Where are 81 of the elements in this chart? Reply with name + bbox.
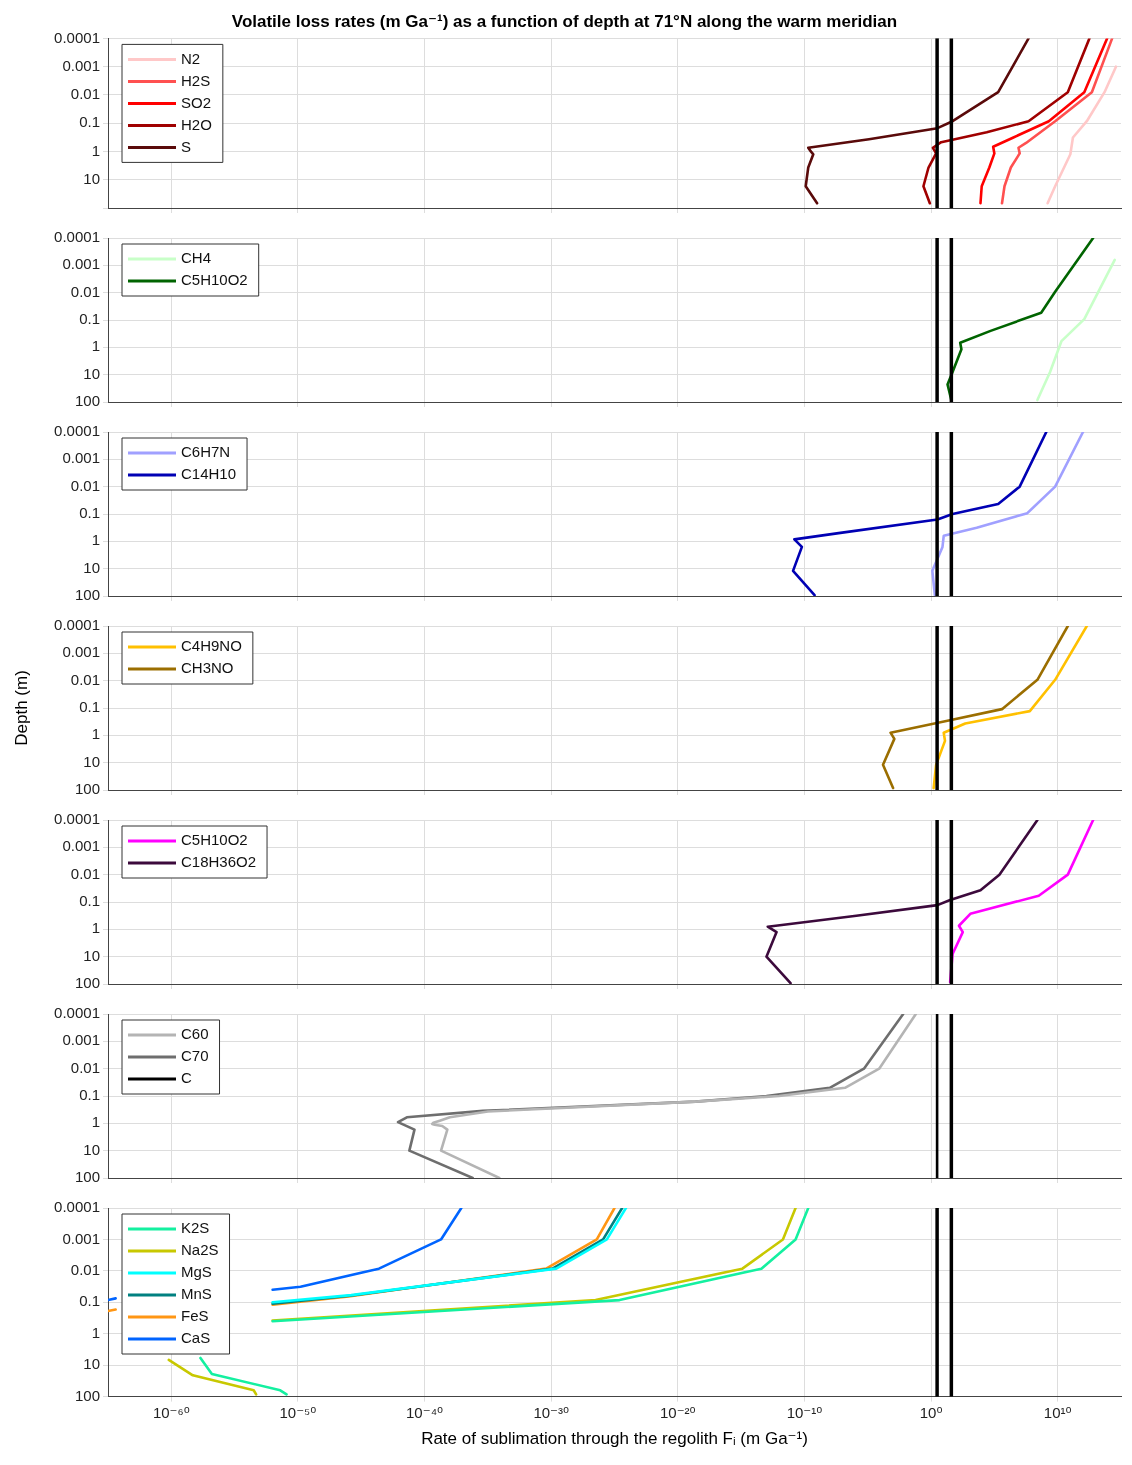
- y-tick-label: 0.001: [62, 1229, 100, 1247]
- x-tick-label: 10¹⁰: [1043, 1403, 1072, 1421]
- x-tick-label: 10⁻¹⁰: [786, 1403, 823, 1421]
- y-tick-label: 0.0001: [54, 422, 100, 440]
- y-tick-label: 0.0001: [54, 28, 100, 46]
- legend-label: C18H36O2: [181, 853, 257, 871]
- y-tick-label: 100: [74, 1168, 100, 1186]
- legend-label: CH4: [181, 249, 212, 267]
- legend-label: C4H9NO: [181, 637, 242, 655]
- y-tick-label: 0.1: [79, 310, 100, 328]
- legend-label: C6H7N: [181, 443, 231, 461]
- y-tick-label: 0.01: [70, 670, 100, 688]
- y-tick-label: 0.1: [79, 892, 100, 910]
- x-tick-label: 10⁰: [919, 1403, 943, 1421]
- y-tick-label: 0.0001: [54, 228, 100, 246]
- legend-label: H2O: [181, 115, 212, 133]
- y-tick-label: 0.1: [79, 504, 100, 522]
- y-tick-label: 10: [83, 364, 100, 382]
- y-tick-label: 10: [83, 1355, 100, 1373]
- y-tick-label: 0.01: [70, 1058, 100, 1076]
- y-tick-label: 10: [83, 1140, 100, 1158]
- y-tick-label: 1: [91, 141, 100, 159]
- y-tick-label: 1: [91, 919, 100, 937]
- y-tick-label: 1: [91, 1323, 100, 1341]
- legend-label: MgS: [181, 1263, 212, 1281]
- y-tick-label: 0.01: [70, 1261, 100, 1279]
- y-tick-label: 100: [74, 586, 100, 604]
- y-tick-label: 0.0001: [54, 1004, 100, 1022]
- legend-label: C70: [181, 1047, 209, 1065]
- y-tick-label: 10: [83, 752, 100, 770]
- y-tick-label: 0.01: [70, 85, 100, 103]
- x-tick-label: 10⁻²⁰: [660, 1403, 696, 1421]
- y-tick-label: 1: [91, 531, 100, 549]
- y-tick-label: 100: [74, 1386, 100, 1404]
- legend-label: Na2S: [181, 1241, 219, 1259]
- y-tick-label: 0.1: [79, 1292, 100, 1310]
- y-tick-label: 0.1: [79, 698, 100, 716]
- legend-label: CH3NO: [181, 659, 234, 677]
- x-tick-label: 10⁻³⁰: [533, 1403, 569, 1421]
- y-tick-label: 0.001: [62, 449, 100, 467]
- y-tick-label: 0.001: [62, 255, 100, 273]
- y-tick-label: 0.0001: [54, 616, 100, 634]
- y-tick-label: 100: [74, 974, 100, 992]
- legend-label: MnS: [181, 1285, 212, 1303]
- legend-label: C5H10O2: [181, 831, 248, 849]
- y-tick-label: 10: [83, 946, 100, 964]
- y-tick-label: 1: [91, 725, 100, 743]
- y-tick-label: 10: [83, 169, 100, 187]
- y-tick-label: 100: [74, 780, 100, 798]
- x-tick-label: 10⁻⁶⁰: [152, 1403, 190, 1421]
- y-tick-label: 0.1: [79, 1086, 100, 1104]
- x-tick-label: 10⁻⁴⁰: [406, 1403, 444, 1421]
- y-tick-label: 0.1: [79, 113, 100, 131]
- y-tick-label: 1: [91, 337, 100, 355]
- x-tick-label: 10⁻⁵⁰: [279, 1403, 317, 1421]
- legend-label: CaS: [181, 1329, 211, 1347]
- legend-label: C5H10O2: [181, 271, 248, 289]
- y-tick-label: 0.001: [62, 643, 100, 661]
- y-tick-label: 0.001: [62, 56, 100, 74]
- legend-label: H2S: [181, 71, 211, 89]
- y-tick-label: 0.01: [70, 476, 100, 494]
- y-tick-label: 0.0001: [54, 1198, 100, 1216]
- legend-label: C60: [181, 1025, 209, 1043]
- y-tick-label: 0.0001: [54, 810, 100, 828]
- y-tick-label: 10: [83, 558, 100, 576]
- y-tick-label: 1: [91, 1113, 100, 1131]
- legend-label: C: [181, 1069, 192, 1087]
- legend-label: K2S: [181, 1219, 210, 1237]
- y-tick-label: 0.001: [62, 1031, 100, 1049]
- y-axis-title: Depth (m): [11, 670, 31, 746]
- y-tick-label: 0.001: [62, 837, 100, 855]
- y-tick-label: 100: [74, 392, 100, 410]
- legend-label: SO2: [181, 93, 212, 111]
- legend-label: FeS: [181, 1307, 209, 1325]
- x-axis-title: Rate of sublimation through the regolith Fᵢ (m Ga⁻¹): [421, 1429, 808, 1449]
- y-tick-label: 0.01: [70, 282, 100, 300]
- legend-label: S: [181, 137, 192, 155]
- y-tick-label: 0.01: [70, 864, 100, 882]
- legend-label: C14H10: [181, 465, 237, 483]
- chart-title: Volatile loss rates (m Ga⁻¹) as a function of depth at 71°N along the warm meridian: [231, 11, 898, 31]
- legend-label: N2: [181, 49, 201, 67]
